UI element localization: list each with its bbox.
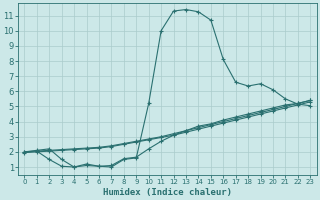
X-axis label: Humidex (Indice chaleur): Humidex (Indice chaleur): [103, 188, 232, 197]
